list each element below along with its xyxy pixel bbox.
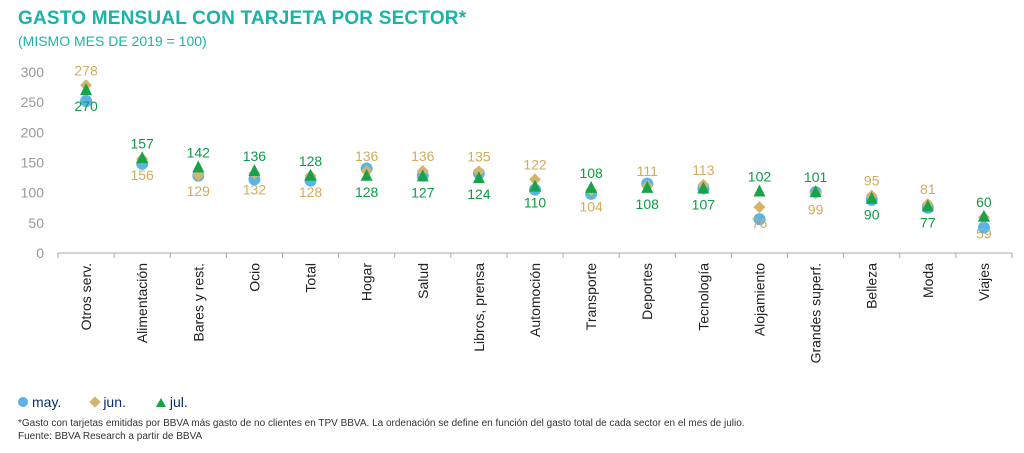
jun-data-label: 95 — [864, 173, 880, 189]
chart-footnote: *Gasto con tarjetas emitidas por BBVA má… — [18, 417, 745, 443]
jul-data-label: 102 — [748, 168, 772, 184]
x-tick-label: Alojamiento — [751, 263, 767, 336]
jun-data-label: 136 — [411, 148, 435, 164]
jul-data-label: 108 — [579, 165, 603, 181]
y-tick-label: 50 — [28, 215, 44, 231]
jul-point — [697, 181, 710, 194]
x-tick-label: Deportes — [639, 263, 655, 320]
jun-data-label: 81 — [920, 181, 936, 197]
jul-point — [80, 83, 93, 96]
y-tick-label: 200 — [21, 124, 45, 140]
jun-data-label: 122 — [523, 156, 547, 172]
chart-title: GASTO MENSUAL CON TARJETA POR SECTOR* — [18, 8, 467, 29]
jul-data-label: 157 — [130, 135, 154, 151]
jul-data-label: 108 — [636, 196, 660, 212]
jul-data-label: 128 — [299, 153, 323, 169]
jul-point — [136, 151, 149, 164]
jun-data-label: 113 — [692, 162, 715, 178]
chart-legend: may. jun. jul. — [18, 394, 188, 410]
jul-data-label: 110 — [524, 195, 547, 211]
x-tick-label: Grandes superf. — [808, 263, 824, 363]
legend-item-jul: jul. — [155, 394, 188, 410]
legend-label-jul: jul. — [169, 394, 188, 410]
circle-marker-icon — [18, 397, 28, 407]
legend-item-may: may. — [18, 394, 61, 410]
x-tick-label: Belleza — [864, 263, 880, 309]
x-tick-label: Viajes — [976, 263, 992, 301]
may-point — [977, 221, 990, 234]
jul-point — [865, 191, 878, 204]
y-tick-label: 0 — [36, 245, 44, 261]
legend-label-may: may. — [32, 394, 62, 410]
jun-data-label: 135 — [467, 149, 491, 165]
chart-subtitle: (MISMO MES DE 2019 = 100) — [18, 33, 207, 49]
jul-point — [360, 168, 373, 181]
jun-data-label: 156 — [130, 167, 154, 183]
jun-data-label: 128 — [299, 184, 323, 200]
may-point — [248, 173, 261, 186]
x-tick-label: Salud — [415, 263, 431, 299]
jun-data-label: 104 — [579, 198, 603, 214]
y-tick-label: 100 — [21, 185, 45, 201]
x-tick-label: Moda — [920, 263, 936, 298]
jun-data-label: 59 — [976, 225, 992, 241]
jul-point — [192, 160, 205, 173]
jun-data-label: 136 — [355, 148, 379, 164]
jul-data-label: 107 — [692, 196, 716, 212]
source-text: Fuente: BBVA Research a partir de BBVA — [18, 431, 203, 442]
jun-point — [753, 201, 766, 214]
may-point — [80, 94, 93, 107]
jul-point — [809, 185, 822, 198]
jul-point — [753, 184, 766, 197]
x-tick-label: Transporte — [583, 263, 599, 330]
legend-label-jun: jun. — [103, 394, 126, 410]
jul-point — [416, 169, 429, 182]
y-tick-label: 300 — [21, 64, 45, 80]
y-tick-label: 250 — [21, 94, 45, 110]
jul-data-label: 142 — [187, 144, 211, 160]
jul-point — [304, 168, 317, 181]
x-tick-label: Hogar — [359, 263, 375, 301]
jun-data-label: 132 — [243, 181, 267, 197]
jul-point — [472, 171, 485, 184]
legend-item-jun: jun. — [89, 394, 126, 410]
jun-data-label: 99 — [808, 201, 824, 217]
x-tick-label: Libros, prensa — [471, 263, 487, 352]
x-tick-label: Ocio — [246, 263, 262, 292]
diamond-marker-icon — [89, 396, 101, 408]
y-tick-label: 150 — [21, 155, 45, 171]
footnote-text: *Gasto con tarjetas emitidas por BBVA má… — [18, 418, 745, 429]
jul-point — [529, 179, 541, 192]
may-point — [753, 213, 766, 226]
jul-data-label: 60 — [976, 194, 992, 210]
jun-data-label: 111 — [637, 163, 658, 179]
x-tick-label: Total — [303, 263, 319, 293]
jul-point — [248, 163, 261, 176]
triangle-marker-icon — [155, 397, 166, 407]
jul-data-label: 270 — [74, 98, 98, 114]
jul-data-label: 128 — [355, 184, 379, 200]
x-tick-label: Automoción — [527, 263, 543, 337]
jul-point — [585, 180, 598, 193]
jul-data-label: 124 — [467, 186, 491, 202]
jul-point — [977, 209, 990, 222]
jul-point — [641, 180, 654, 193]
jun-data-label: 129 — [187, 183, 211, 199]
x-tick-label: Alimentación — [134, 263, 150, 343]
jul-data-label: 101 — [804, 169, 828, 185]
x-tick-label: Bares y rest. — [190, 263, 206, 342]
x-tick-label: Tecnología — [695, 263, 711, 331]
jul-data-label: 77 — [920, 215, 936, 231]
jun-data-label: 76 — [752, 215, 768, 231]
jul-point — [921, 199, 934, 212]
jul-data-label: 127 — [411, 184, 435, 200]
jul-data-label: 136 — [243, 148, 267, 164]
jun-point — [529, 173, 541, 186]
jun-data-label: 278 — [74, 62, 98, 78]
jul-data-label: 90 — [864, 207, 880, 223]
x-tick-label: Otros serv. — [78, 263, 94, 330]
